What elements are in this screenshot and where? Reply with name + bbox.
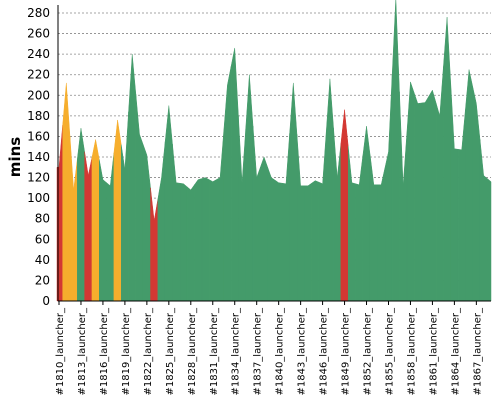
y-tick-label: 200 — [27, 88, 50, 102]
build-area — [333, 128, 342, 302]
y-tick-label: 0 — [42, 294, 50, 308]
build-area — [413, 92, 422, 302]
build-area — [391, 0, 400, 302]
build-area — [421, 95, 430, 302]
build-area — [282, 133, 290, 302]
build-area — [62, 82, 71, 302]
build-area — [362, 126, 371, 302]
build-area — [157, 141, 166, 302]
build-area — [311, 180, 320, 302]
y-tick-label: 160 — [27, 129, 50, 143]
x-tick-label: #1822_launcher_ — [143, 307, 154, 396]
build-area — [172, 144, 181, 302]
build-area — [194, 178, 203, 302]
x-tick-label: #1846_launcher_ — [319, 307, 330, 396]
build-area — [84, 151, 93, 302]
build-area — [457, 109, 466, 302]
x-tick-label: #1867_launcher_ — [472, 307, 483, 396]
build-area — [216, 131, 224, 302]
x-tick-label: #1837_launcher_ — [253, 307, 264, 396]
build-area — [106, 152, 115, 302]
x-tick-label: #1816_launcher_ — [99, 307, 110, 396]
build-area — [252, 126, 261, 302]
x-tick-label: #1813_launcher_ — [77, 307, 88, 396]
y-tick-label: 220 — [27, 68, 50, 82]
y-axis-label: mins — [6, 137, 24, 177]
build-area — [340, 109, 349, 302]
x-tick-label: #1852_launcher_ — [363, 307, 374, 396]
x-tick-label: #1834_launcher_ — [231, 307, 242, 396]
build-area — [128, 54, 137, 302]
build-area — [120, 111, 129, 302]
x-tick-label: #1849_launcher_ — [341, 307, 352, 396]
y-tick-label: 120 — [27, 171, 50, 185]
build-area — [465, 69, 473, 302]
x-tick-label: #1861_launcher_ — [428, 307, 439, 396]
build-area — [150, 187, 159, 302]
build-area — [435, 66, 444, 302]
y-tick-label: 80 — [35, 212, 50, 226]
build-area — [369, 155, 378, 302]
x-tick-label: #1855_launcher_ — [384, 307, 395, 396]
x-tick-label: #1810_launcher_ — [55, 307, 66, 396]
build-area — [113, 119, 122, 302]
build-area — [428, 89, 437, 302]
build-area — [487, 178, 492, 302]
build-area — [201, 177, 210, 302]
x-tick-label: #1831_launcher_ — [209, 307, 220, 396]
build-area — [238, 115, 246, 302]
x-tick-label: #1819_launcher_ — [121, 307, 132, 396]
build-area — [260, 156, 268, 302]
y-tick-label: 280 — [27, 6, 50, 20]
y-tick-label: 40 — [35, 253, 50, 267]
build-area — [384, 74, 393, 302]
y-tick-label: 140 — [27, 150, 50, 164]
build-area — [223, 66, 232, 302]
y-tick-label: 60 — [35, 232, 50, 246]
build-area — [304, 182, 312, 302]
build-area — [179, 182, 188, 302]
build-area — [164, 105, 173, 302]
build-area — [142, 144, 151, 302]
build-area — [406, 81, 415, 302]
x-tick-label: #1825_launcher_ — [165, 307, 176, 396]
build-area — [472, 86, 481, 302]
build-area — [267, 167, 276, 302]
build-area — [274, 179, 283, 302]
x-tick-label: #1864_launcher_ — [450, 307, 461, 396]
y-tick-label: 100 — [27, 191, 50, 205]
build-area — [296, 134, 305, 302]
build-area — [99, 159, 107, 302]
x-tick-label: #1840_launcher_ — [275, 307, 286, 396]
y-tick-label: 180 — [27, 109, 50, 123]
y-tick-label: 260 — [27, 27, 50, 41]
build-area — [91, 139, 100, 302]
build-area — [443, 17, 451, 302]
build-area — [347, 146, 356, 302]
build-area — [208, 179, 217, 302]
build-area — [377, 168, 386, 302]
build-area — [77, 128, 85, 302]
build-area — [135, 94, 144, 302]
y-tick-label: 20 — [35, 273, 50, 287]
build-area — [230, 47, 239, 302]
y-tick-label: 240 — [27, 47, 50, 61]
build-area — [479, 139, 488, 302]
build-area — [245, 74, 254, 302]
x-tick-label: #1828_launcher_ — [187, 307, 198, 396]
build-area — [399, 91, 408, 302]
x-tick-label: #1858_launcher_ — [406, 307, 417, 396]
x-tick-label: #1843_launcher_ — [297, 307, 308, 396]
build-area — [289, 82, 298, 302]
build-area — [326, 78, 334, 302]
build-area — [69, 136, 78, 302]
build-area — [186, 183, 195, 302]
